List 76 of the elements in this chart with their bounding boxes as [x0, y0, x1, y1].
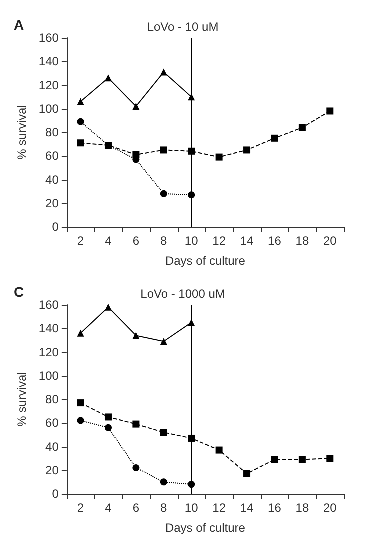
x-tick-label: 20: [323, 501, 338, 515]
text: C: [14, 284, 24, 300]
y-tick-label: 0: [52, 487, 60, 501]
point: [160, 478, 168, 486]
x-tick-label: 16: [268, 501, 282, 515]
y-tick-label: 160: [38, 31, 60, 45]
x-tick-label: 18: [296, 234, 310, 248]
x-tick-label: 14: [240, 501, 254, 515]
x-tick-label: 8: [160, 234, 168, 248]
point: [244, 470, 251, 478]
x-tick-label: 12: [212, 501, 226, 515]
text: A: [14, 17, 24, 33]
point: [77, 417, 84, 424]
point: [132, 420, 140, 428]
y-tick-label: 120: [38, 78, 60, 92]
point: [271, 456, 278, 464]
point: [132, 332, 140, 340]
point: [160, 146, 168, 154]
x-tick-label: 10: [184, 501, 199, 515]
y-tick-label: 140: [38, 322, 60, 336]
y-tick-label: 100: [38, 368, 60, 383]
point: [77, 118, 84, 126]
point: [216, 154, 223, 161]
x-axis-title: Days of culture: [165, 254, 246, 268]
y-tick-label: 120: [38, 345, 60, 360]
y-tick-label: 20: [46, 196, 60, 210]
x-tick-label: 8: [160, 501, 168, 515]
y-axis-title: % survival: [15, 372, 29, 427]
point: [160, 429, 168, 436]
point: [160, 68, 168, 76]
point: [298, 124, 306, 132]
point: [326, 108, 334, 115]
x-axis-title: Days of culture: [165, 521, 246, 535]
x-tick-label: 2: [77, 501, 84, 515]
point: [160, 190, 168, 198]
point: [77, 98, 84, 106]
point: [160, 338, 168, 346]
point: [77, 400, 84, 407]
y-tick-label: 20: [46, 463, 60, 478]
point: [326, 455, 334, 462]
x-tick-label: 20: [323, 234, 338, 248]
point: [271, 134, 278, 142]
y-tick-label: 80: [46, 126, 60, 140]
point: [104, 74, 112, 82]
y-tick-label: 100: [38, 102, 60, 116]
y-tick-label: 60: [46, 149, 60, 164]
x-tick-label: 14: [240, 234, 254, 248]
y-tick-label: 160: [38, 298, 60, 312]
y-tick-label: 80: [46, 392, 60, 406]
x-tick-label: 16: [268, 234, 282, 248]
point: [216, 446, 223, 454]
x-tick-label: 18: [296, 501, 310, 515]
x-tick-label: 6: [132, 234, 140, 248]
point: [77, 330, 84, 337]
x-tick-label: 12: [212, 234, 226, 248]
point: [132, 464, 140, 472]
point: [104, 424, 112, 432]
x-tick-label: 10: [184, 234, 199, 248]
x-tick-label: 4: [105, 234, 112, 248]
point: [244, 146, 251, 154]
y-tick-label: 60: [46, 416, 60, 430]
x-tick-label: 6: [132, 501, 140, 515]
y-tick-label: 40: [46, 172, 60, 187]
chart-title: LoVo - 10 uM: [147, 20, 219, 34]
point: [104, 304, 112, 311]
y-tick-label: 40: [46, 440, 60, 454]
x-tick-label: 2: [77, 234, 84, 248]
x-tick-label: 4: [105, 501, 112, 515]
point: [77, 140, 84, 147]
chart-title: LoVo - 1000 uM: [140, 287, 226, 301]
point: [132, 103, 140, 110]
point: [104, 414, 112, 421]
y-tick-label: 140: [38, 54, 60, 69]
point: [298, 456, 306, 464]
y-tick-label: 0: [52, 220, 60, 234]
y-axis-title: % survival: [15, 105, 29, 160]
